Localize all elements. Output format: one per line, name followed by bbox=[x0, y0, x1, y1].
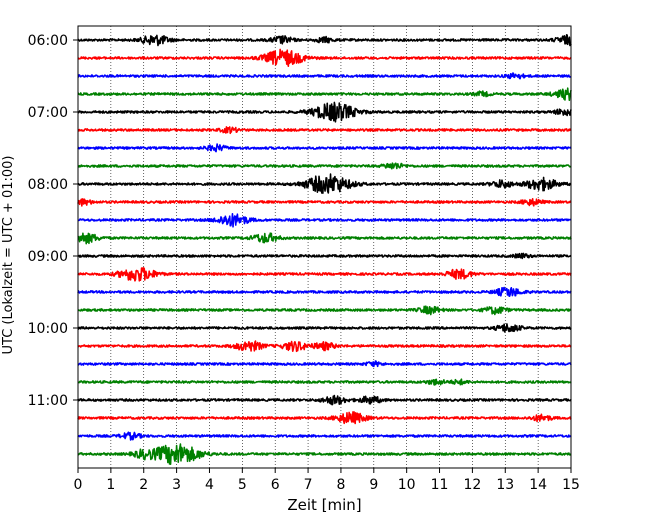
trace-1130 bbox=[77, 431, 572, 441]
y-tick-label: 09:00 bbox=[28, 249, 68, 265]
x-axis-label: Zeit [min] bbox=[287, 496, 361, 514]
trace-1000 bbox=[77, 323, 572, 333]
trace-0845 bbox=[77, 232, 572, 245]
x-tick-label: 1 bbox=[106, 477, 115, 493]
trace-1145 bbox=[77, 443, 572, 466]
trace-0930 bbox=[77, 286, 572, 297]
x-tick-label: 5 bbox=[238, 477, 247, 493]
x-tick-label: 4 bbox=[205, 477, 214, 493]
trace-0630 bbox=[77, 72, 572, 80]
trace-0615 bbox=[77, 48, 572, 67]
x-tick-label: 11 bbox=[431, 477, 449, 493]
trace-0730 bbox=[77, 143, 572, 153]
trace-0745 bbox=[77, 162, 572, 170]
trace-0600 bbox=[77, 34, 572, 47]
x-tick-label: 9 bbox=[369, 477, 378, 493]
trace-0800 bbox=[77, 173, 572, 194]
x-tick-label: 2 bbox=[139, 477, 148, 493]
y-tick-label: 06:00 bbox=[28, 33, 68, 49]
trace-0715 bbox=[77, 126, 572, 135]
x-tick-label: 13 bbox=[496, 477, 514, 493]
trace-0900 bbox=[77, 252, 572, 260]
y-tick-label: 07:00 bbox=[28, 105, 68, 121]
x-tick-label: 15 bbox=[562, 477, 580, 493]
y-axis-label: UTC (Lokalzeit = UTC + 01:00) bbox=[1, 156, 16, 355]
trace-1030 bbox=[77, 360, 572, 368]
x-tick-label: 7 bbox=[304, 477, 313, 493]
y-tick-label: 10:00 bbox=[28, 321, 68, 337]
trace-0915 bbox=[77, 267, 572, 282]
x-tick-label: 14 bbox=[529, 477, 547, 493]
x-tick-label: 12 bbox=[463, 477, 481, 493]
plot-frame bbox=[77, 25, 572, 469]
trace-0700 bbox=[77, 101, 572, 123]
trace-1115 bbox=[77, 411, 572, 425]
x-tick-label: 3 bbox=[172, 477, 181, 493]
y-tick-label: 08:00 bbox=[28, 177, 68, 193]
trace-1045 bbox=[77, 378, 572, 386]
y-axis-ticks: 06:00 07:00 08:00 09:00 10:00 11:00 bbox=[28, 33, 78, 409]
x-tick-label: 0 bbox=[74, 477, 83, 493]
x-tick-label: 10 bbox=[398, 477, 416, 493]
trace-0830 bbox=[77, 212, 572, 228]
trace-1015 bbox=[77, 340, 572, 353]
trace-0815 bbox=[77, 198, 572, 207]
trace-1100 bbox=[77, 394, 572, 406]
y-tick-label: 11:00 bbox=[28, 393, 68, 409]
trace-0645 bbox=[77, 87, 572, 102]
x-axis-ticks: 0 1 2 3 4 5 6 7 8 9 10 11 12 13 14 15 bbox=[74, 468, 580, 493]
x-tick-label: 6 bbox=[271, 477, 280, 493]
seismogram-traces bbox=[77, 34, 572, 466]
trace-0945 bbox=[77, 305, 572, 316]
x-tick-label: 8 bbox=[336, 477, 345, 493]
